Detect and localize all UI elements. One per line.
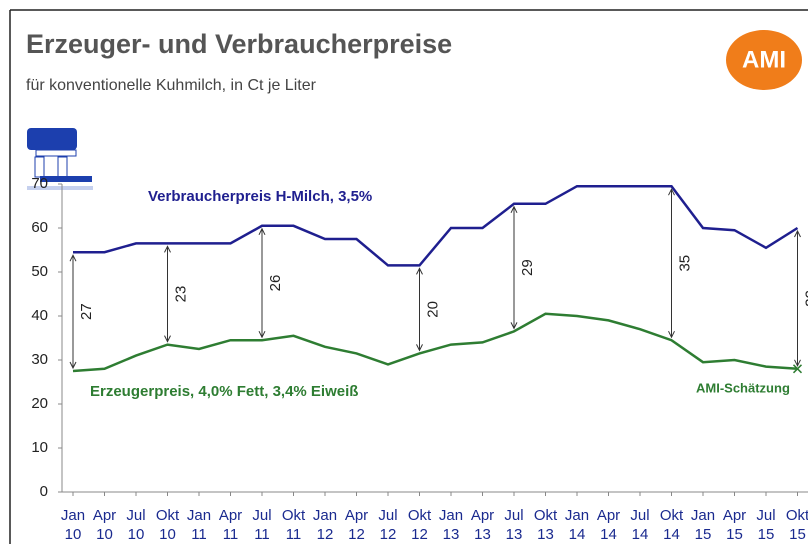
x-tick-year: 14 — [663, 526, 680, 543]
x-tick-year: 10 — [159, 526, 176, 543]
arrow-head — [69, 361, 77, 370]
arrow-head — [416, 267, 423, 275]
series-label: Verbraucherpreis H-Milch, 3,5% — [148, 188, 372, 205]
x-tick-year: 14 — [632, 526, 649, 543]
difference-label: 26 — [267, 275, 284, 292]
logo-text: AMI — [742, 46, 786, 73]
x-tick-label: Jan — [187, 507, 211, 524]
y-tick-label: 30 — [31, 351, 48, 368]
x-tick-label: Okt — [786, 507, 808, 524]
arrow-head — [794, 229, 801, 238]
x-tick-year: 15 — [695, 526, 712, 543]
x-tick-year: 11 — [191, 526, 207, 543]
difference-label: 23 — [172, 286, 189, 303]
x-tick-year: 11 — [286, 526, 302, 543]
x-tick-year: 12 — [380, 526, 397, 543]
arrow-head — [510, 322, 518, 330]
y-tick-label: 50 — [31, 263, 48, 280]
arrow-head — [69, 254, 77, 262]
x-tick-label: Apr — [93, 507, 116, 524]
x-tick-year: 13 — [506, 526, 523, 543]
chart-title: Erzeuger- und Verbraucherpreise — [26, 29, 452, 59]
x-tick-year: 11 — [223, 526, 239, 543]
x-tick-year: 10 — [96, 526, 113, 543]
x-tick-label: Apr — [471, 507, 494, 524]
x-tick-label: Jul — [756, 507, 775, 524]
arrow-head — [668, 330, 675, 339]
x-tick-label: Jan — [313, 507, 337, 524]
x-tick-year: 13 — [474, 526, 491, 543]
x-tick-label: Jul — [126, 507, 145, 524]
y-tick-label: 70 — [31, 175, 48, 192]
arrow-head — [668, 188, 675, 196]
x-tick-label: Jan — [691, 507, 715, 524]
x-tick-year: 10 — [65, 526, 82, 543]
arrow-head — [164, 245, 171, 253]
difference-label: 35 — [676, 255, 693, 272]
estimate-marker — [792, 364, 803, 374]
x-tick-year: 10 — [128, 526, 145, 543]
x-tick-year: 12 — [317, 526, 334, 543]
series-line — [73, 184, 799, 267]
arrow-head — [416, 344, 423, 352]
x-tick-label: Jul — [630, 507, 649, 524]
x-tick-year: 12 — [411, 526, 428, 543]
y-tick-label: 40 — [31, 307, 48, 324]
x-tick-year: 15 — [726, 526, 743, 543]
y-tick-label: 20 — [31, 395, 48, 412]
x-tick-label: Jul — [252, 507, 271, 524]
x-tick-year: 15 — [789, 526, 806, 543]
series-label: Erzeugerpreis, 4,0% Fett, 3,4% Eiweiß — [90, 383, 358, 400]
x-tick-label: Jan — [439, 507, 463, 524]
x-tick-label: Jan — [61, 507, 85, 524]
x-tick-year: 13 — [537, 526, 554, 543]
arrow-head — [164, 335, 171, 343]
x-tick-label: Okt — [156, 507, 180, 524]
arrow-head — [258, 227, 266, 236]
y-tick-label: 0 — [40, 483, 48, 500]
x-tick-label: Jan — [565, 507, 589, 524]
x-tick-label: Okt — [660, 507, 684, 524]
x-tick-label: Apr — [345, 507, 368, 524]
arrow-head — [258, 330, 266, 339]
x-tick-year: 14 — [569, 526, 586, 543]
x-tick-label: Apr — [723, 507, 746, 524]
x-tick-year: 12 — [348, 526, 365, 543]
x-tick-year: 13 — [443, 526, 460, 543]
difference-label: 27 — [78, 303, 95, 320]
x-tick-label: Okt — [534, 507, 558, 524]
estimate-label: AMI-Schätzung — [696, 380, 790, 395]
x-tick-label: Jul — [504, 507, 523, 524]
x-tick-year: 14 — [600, 526, 617, 543]
difference-label: 20 — [424, 301, 441, 318]
x-tick-label: Okt — [282, 507, 306, 524]
y-tick-label: 60 — [31, 219, 48, 236]
arrow-head — [510, 205, 518, 214]
cow-icon — [27, 128, 93, 190]
chart-subtitle: für konventionelle Kuhmilch, in Ct je Li… — [26, 77, 317, 94]
series-line — [72, 312, 798, 373]
x-tick-year: 11 — [254, 526, 270, 543]
arrow-head — [794, 359, 801, 367]
x-tick-label: Okt — [408, 507, 432, 524]
x-tick-label: Apr — [597, 507, 620, 524]
difference-label: 29 — [519, 259, 536, 276]
x-tick-year: 15 — [758, 526, 775, 543]
x-tick-label: Jul — [378, 507, 397, 524]
y-tick-label: 10 — [31, 439, 48, 456]
logo — [726, 30, 802, 90]
difference-label: 32 — [802, 290, 808, 307]
x-tick-label: Apr — [219, 507, 242, 524]
